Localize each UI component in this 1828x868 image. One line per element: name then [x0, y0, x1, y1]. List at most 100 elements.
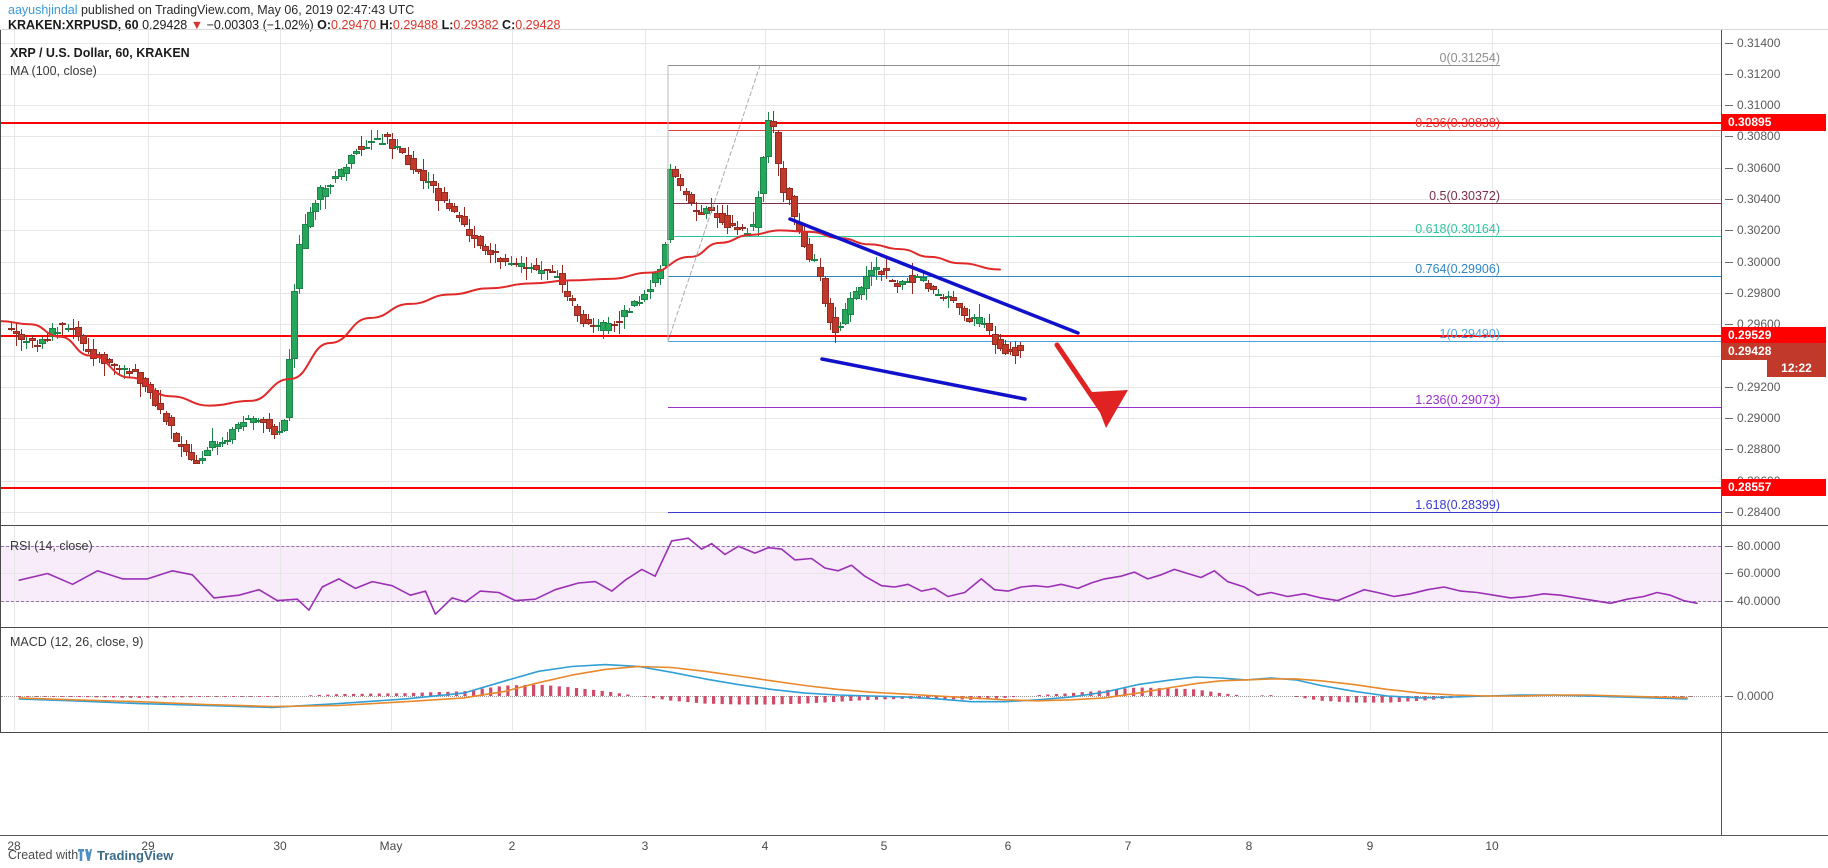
macd-histogram-bar: [26, 696, 30, 697]
support-line[interactable]: [0, 335, 1721, 337]
macd-histogram-bar: [763, 696, 767, 705]
candle-body: [544, 269, 551, 272]
candle-body: [302, 224, 309, 249]
resistance-line[interactable]: [0, 122, 1721, 124]
candle-body: [832, 317, 839, 334]
time-axis[interactable]: 28 29 30 May 2 3 4 5 6 7 8 9 10: [0, 835, 1828, 855]
candle-body: [626, 310, 633, 313]
macd-histogram-bar: [712, 696, 716, 704]
macd-histogram-bar: [214, 696, 219, 697]
price-axis[interactable]: 0.31400 0.31200 0.31000 0.30800 0.30600 0.304…: [1721, 30, 1828, 835]
candle-body: [549, 271, 556, 274]
macd-histogram-bar: [566, 687, 570, 696]
rsi-axis-tick-label: 60.0000: [1737, 566, 1781, 580]
candle-body: [925, 282, 932, 289]
fib-level-line[interactable]: [668, 407, 1721, 408]
price-change: −0.00303 (−1.02%): [206, 18, 314, 32]
axis-tick: [1725, 601, 1733, 602]
time-gridline: [280, 526, 281, 625]
low-label: L:: [441, 18, 454, 32]
candle-body: [786, 187, 793, 201]
candle-wick: [387, 131, 388, 144]
support-badge[interactable]: 0.29529: [1722, 327, 1826, 344]
pane-separator: [0, 732, 1828, 733]
lower-support-line[interactable]: [0, 487, 1721, 489]
candle-body: [986, 322, 993, 332]
candle-body: [688, 193, 695, 204]
macd-histogram-bar: [257, 696, 261, 697]
candle-body: [193, 459, 200, 464]
candle-body: [312, 203, 319, 212]
candle-body: [1012, 346, 1019, 357]
header-divider: [0, 29, 1828, 30]
candle-wick: [639, 296, 640, 306]
candle-body: [90, 348, 97, 360]
price-axis-tick-label: 0.30000: [1737, 255, 1781, 269]
time-gridline: [1492, 526, 1493, 625]
last-price-badge[interactable]: 0.29428: [1722, 343, 1826, 360]
lower-support-badge[interactable]: 0.28557: [1722, 479, 1826, 496]
macd-histogram-bar: [1234, 694, 1239, 696]
macd-histogram-bar: [17, 696, 21, 697]
author-link[interactable]: aayushjindal: [8, 3, 78, 17]
macd-histogram-bar: [1663, 696, 1667, 697]
fib-level-line[interactable]: [668, 203, 1721, 204]
macd-histogram-bar: [154, 696, 159, 698]
fib-level-line[interactable]: [668, 276, 1721, 277]
axis-tick: [1725, 199, 1733, 200]
macd-histogram-bar: [549, 685, 553, 696]
fib-level-line[interactable]: [668, 236, 1721, 237]
candle-body: [368, 140, 375, 143]
macd-histogram-bar: [849, 696, 853, 701]
time-axis-label: 8: [1245, 839, 1253, 853]
fib-level-line[interactable]: [668, 65, 1500, 66]
candle-wick: [938, 289, 939, 296]
time-gridline: [1249, 526, 1250, 625]
rsi-axis-tick-label: 80.0000: [1737, 539, 1781, 553]
candle-body: [502, 258, 509, 262]
countdown-badge[interactable]: 12:22: [1767, 360, 1826, 377]
macd-histogram-bar: [592, 689, 596, 696]
candle-wick: [686, 188, 687, 202]
candle-body: [569, 297, 576, 302]
symbol-label[interactable]: KRAKEN:XRPUSD, 60: [8, 18, 139, 32]
chart-header: aayushjindal published on TradingView.co…: [0, 0, 1828, 32]
ma-100-line: [0, 229, 1001, 407]
macd-histogram-bar: [472, 689, 476, 696]
candle-wick: [140, 372, 141, 398]
macd-histogram-bar: [797, 696, 801, 704]
time-gridline: [14, 628, 15, 730]
fib-level-line[interactable]: [668, 130, 1721, 131]
macd-histogram-bar: [677, 696, 681, 702]
resistance-badge[interactable]: 0.30895: [1722, 114, 1826, 131]
fib-level-line[interactable]: [668, 341, 1721, 342]
rsi-oversold-line: [1, 600, 1721, 602]
candle-body: [708, 206, 715, 212]
candle-body: [271, 426, 278, 436]
fib-level-line[interactable]: [668, 512, 1721, 513]
macd-histogram-bar: [172, 696, 176, 698]
time-axis-label: 6: [1004, 839, 1012, 853]
price-pane-legend-ma: MA (100, close): [10, 64, 97, 78]
macd-histogram-bar: [206, 696, 210, 697]
tradingview-brand[interactable]: TradingView: [97, 848, 174, 863]
candle-body: [863, 276, 870, 289]
time-gridline: [765, 526, 766, 625]
time-axis-label: 29: [141, 839, 155, 853]
macd-histogram-bar: [934, 696, 939, 699]
macd-histogram-bar: [1080, 692, 1084, 696]
candle-body: [853, 291, 860, 299]
candle-body: [775, 132, 782, 164]
candle-body: [441, 192, 448, 202]
macd-histogram-bar: [60, 696, 64, 697]
price-gridline: [0, 356, 1721, 357]
candle-body: [276, 431, 283, 434]
candle-body: [152, 389, 159, 406]
candle-body: [296, 244, 303, 289]
plot-area[interactable]: 0(0.31254) 0.236(0.30838) 0.5(0.30372) 0.61…: [0, 30, 1721, 835]
chart-overlays: [0, 64, 1698, 709]
candle-wick: [212, 427, 213, 452]
fib-level-label: 1.236(0.29073): [1415, 393, 1500, 407]
fib-level-label: 0.5(0.30372): [1429, 189, 1500, 203]
candle-body: [466, 228, 473, 237]
